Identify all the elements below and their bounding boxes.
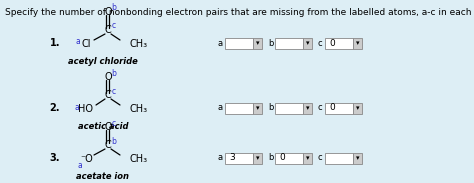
Text: ▾: ▾ <box>256 105 259 111</box>
Text: ▾: ▾ <box>306 40 309 46</box>
Text: ▾: ▾ <box>256 155 259 161</box>
Text: b: b <box>268 38 273 48</box>
Text: b: b <box>268 104 273 113</box>
FancyBboxPatch shape <box>225 38 253 48</box>
Text: ▾: ▾ <box>356 105 359 111</box>
Text: 0: 0 <box>329 104 335 113</box>
FancyBboxPatch shape <box>225 102 253 113</box>
Text: CH₃: CH₃ <box>130 104 148 114</box>
FancyBboxPatch shape <box>275 152 303 163</box>
Text: c: c <box>112 87 116 96</box>
FancyBboxPatch shape <box>353 38 362 48</box>
Text: c: c <box>318 104 323 113</box>
Text: O: O <box>104 72 112 82</box>
Text: 0: 0 <box>279 154 285 163</box>
FancyBboxPatch shape <box>253 102 262 113</box>
Text: c: c <box>318 38 323 48</box>
FancyBboxPatch shape <box>353 152 362 163</box>
Text: CH₃: CH₃ <box>130 39 148 49</box>
Text: 0: 0 <box>329 38 335 48</box>
FancyBboxPatch shape <box>253 38 262 48</box>
Text: ▾: ▾ <box>306 155 309 161</box>
Text: c: c <box>112 21 116 31</box>
Text: b: b <box>111 3 117 12</box>
Text: 2.: 2. <box>49 103 60 113</box>
FancyBboxPatch shape <box>275 38 303 48</box>
Text: a: a <box>218 38 223 48</box>
Text: c: c <box>318 154 323 163</box>
FancyBboxPatch shape <box>225 152 253 163</box>
Text: b: b <box>268 154 273 163</box>
FancyBboxPatch shape <box>325 38 353 48</box>
Text: 1.: 1. <box>49 38 60 48</box>
Text: C: C <box>105 25 111 35</box>
Text: ▾: ▾ <box>356 155 359 161</box>
Text: HO: HO <box>79 104 93 114</box>
Text: C: C <box>105 140 111 150</box>
Text: CH₃: CH₃ <box>130 154 148 164</box>
FancyBboxPatch shape <box>253 152 262 163</box>
Text: 3: 3 <box>229 154 235 163</box>
FancyBboxPatch shape <box>303 38 312 48</box>
FancyBboxPatch shape <box>353 102 362 113</box>
Text: ▾: ▾ <box>306 105 309 111</box>
Text: a: a <box>76 38 81 46</box>
Text: a: a <box>218 104 223 113</box>
Text: O: O <box>104 7 112 17</box>
FancyBboxPatch shape <box>303 152 312 163</box>
Text: a: a <box>74 102 79 111</box>
Text: acetate ion: acetate ion <box>76 172 129 181</box>
Text: ▾: ▾ <box>256 40 259 46</box>
FancyBboxPatch shape <box>325 102 353 113</box>
Text: ▾: ▾ <box>356 40 359 46</box>
Text: b: b <box>111 68 117 77</box>
Text: O: O <box>104 122 112 132</box>
Text: Specify the number of nonbonding electron pairs that are missing from the labell: Specify the number of nonbonding electro… <box>5 8 474 17</box>
Text: acetic acid: acetic acid <box>78 122 128 131</box>
Text: a: a <box>218 154 223 163</box>
FancyBboxPatch shape <box>303 102 312 113</box>
Text: c: c <box>112 119 116 128</box>
Text: ⁻O: ⁻O <box>81 154 93 164</box>
Text: Cl: Cl <box>81 39 91 49</box>
Text: C: C <box>105 90 111 100</box>
Text: acetyl chloride: acetyl chloride <box>68 57 138 66</box>
Text: b: b <box>111 137 117 145</box>
Text: a: a <box>78 160 82 169</box>
FancyBboxPatch shape <box>325 152 353 163</box>
Text: 3.: 3. <box>49 153 60 163</box>
FancyBboxPatch shape <box>275 102 303 113</box>
